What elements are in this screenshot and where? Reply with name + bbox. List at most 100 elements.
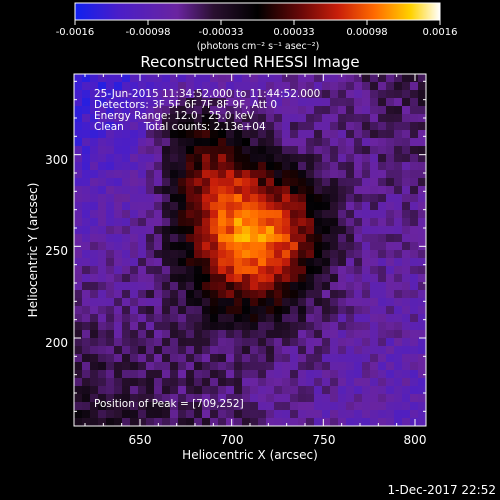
heatmap-cell [74, 210, 83, 219]
heatmap-cell [226, 306, 235, 315]
heatmap-cell [146, 394, 155, 403]
heatmap-cell [410, 178, 419, 187]
heatmap-cell [338, 234, 347, 243]
heatmap-cell [98, 290, 107, 299]
heatmap-cell [338, 74, 347, 83]
heatmap-cell [218, 266, 227, 275]
heatmap-cell [186, 298, 195, 307]
heatmap-cell [218, 362, 227, 371]
heatmap-cell [266, 370, 275, 379]
heatmap-cell [130, 386, 139, 395]
heatmap-cell [314, 378, 323, 387]
heatmap-cell [122, 354, 131, 363]
heatmap-cell [98, 90, 107, 99]
heatmap-cell [282, 290, 291, 299]
heatmap-cell [154, 354, 163, 363]
heatmap-cell [250, 74, 259, 83]
heatmap-cell [258, 282, 267, 291]
heatmap-cell [74, 226, 83, 235]
heatmap-cell [282, 234, 291, 243]
heatmap-cell [242, 106, 251, 115]
heatmap-cell [266, 146, 275, 155]
heatmap-cell [418, 194, 427, 203]
heatmap-cell [346, 338, 355, 347]
heatmap-cell [130, 394, 139, 403]
heatmap-cell [178, 354, 187, 363]
heatmap-cell [386, 386, 395, 395]
heatmap-cell [218, 354, 227, 363]
heatmap-cell [202, 402, 211, 411]
heatmap-cell [402, 138, 411, 147]
heatmap-cell [130, 122, 139, 131]
heatmap-cell [178, 186, 187, 195]
heatmap-cell [274, 354, 283, 363]
heatmap-cell [234, 314, 243, 323]
heatmap-cell [130, 402, 139, 411]
heatmap-cell [258, 186, 267, 195]
heatmap-cell [338, 386, 347, 395]
heatmap-cell [306, 362, 315, 371]
heatmap-cell [306, 266, 315, 275]
heatmap-cell [130, 114, 139, 123]
heatmap-cell [202, 266, 211, 275]
heatmap-cell [146, 234, 155, 243]
heatmap-cell [354, 354, 363, 363]
heatmap-cell [170, 114, 179, 123]
heatmap-cell [418, 234, 427, 243]
heatmap-cell [178, 170, 187, 179]
heatmap-cell [370, 74, 379, 83]
heatmap-cell [338, 178, 347, 187]
heatmap-cell [138, 346, 147, 355]
heatmap-cell [418, 138, 427, 147]
heatmap-cell [314, 338, 323, 347]
heatmap-cell [338, 314, 347, 323]
heatmap-cell [362, 282, 371, 291]
heatmap-cell [162, 170, 171, 179]
heatmap-cell [162, 266, 171, 275]
heatmap-cell [154, 170, 163, 179]
heatmap-cell [274, 186, 283, 195]
heatmap-cell [346, 98, 355, 107]
heatmap-cell [306, 210, 315, 219]
heatmap-cell [162, 242, 171, 251]
heatmap-cell [146, 346, 155, 355]
heatmap-cell [242, 266, 251, 275]
heatmap-cell [74, 354, 83, 363]
heatmap-cell [202, 122, 211, 131]
heatmap-cell [290, 122, 299, 131]
heatmap-cell [202, 218, 211, 227]
heatmap-cell [210, 154, 219, 163]
heatmap-cell [186, 266, 195, 275]
heatmap-cell [362, 74, 371, 83]
heatmap-cell [210, 410, 219, 419]
heatmap-cell [162, 194, 171, 203]
heatmap-cell [218, 82, 227, 91]
heatmap-cell [226, 170, 235, 179]
heatmap-cell [186, 386, 195, 395]
heatmap-cell [330, 154, 339, 163]
heatmap-cell [402, 242, 411, 251]
heatmap-cell [82, 338, 91, 347]
heatmap-cell [306, 154, 315, 163]
heatmap-cell [386, 322, 395, 331]
heatmap-cell [410, 346, 419, 355]
heatmap-cell [386, 418, 395, 427]
heatmap-cell [210, 114, 219, 123]
heatmap-cell [410, 314, 419, 323]
heatmap-cell [226, 282, 235, 291]
heatmap-cell [218, 202, 227, 211]
heatmap-cell [266, 210, 275, 219]
heatmap-cell [402, 90, 411, 99]
heatmap-cell [266, 154, 275, 163]
heatmap-cell [282, 250, 291, 259]
heatmap-cell [370, 170, 379, 179]
heatmap-cell [114, 330, 123, 339]
heatmap-cell [322, 162, 331, 171]
heatmap-cell [138, 74, 147, 83]
heatmap-cell [290, 402, 299, 411]
heatmap-cell [90, 362, 99, 371]
heatmap-cell [210, 130, 219, 139]
heatmap-cell [418, 122, 427, 131]
heatmap-cell [210, 234, 219, 243]
heatmap-cell [274, 226, 283, 235]
